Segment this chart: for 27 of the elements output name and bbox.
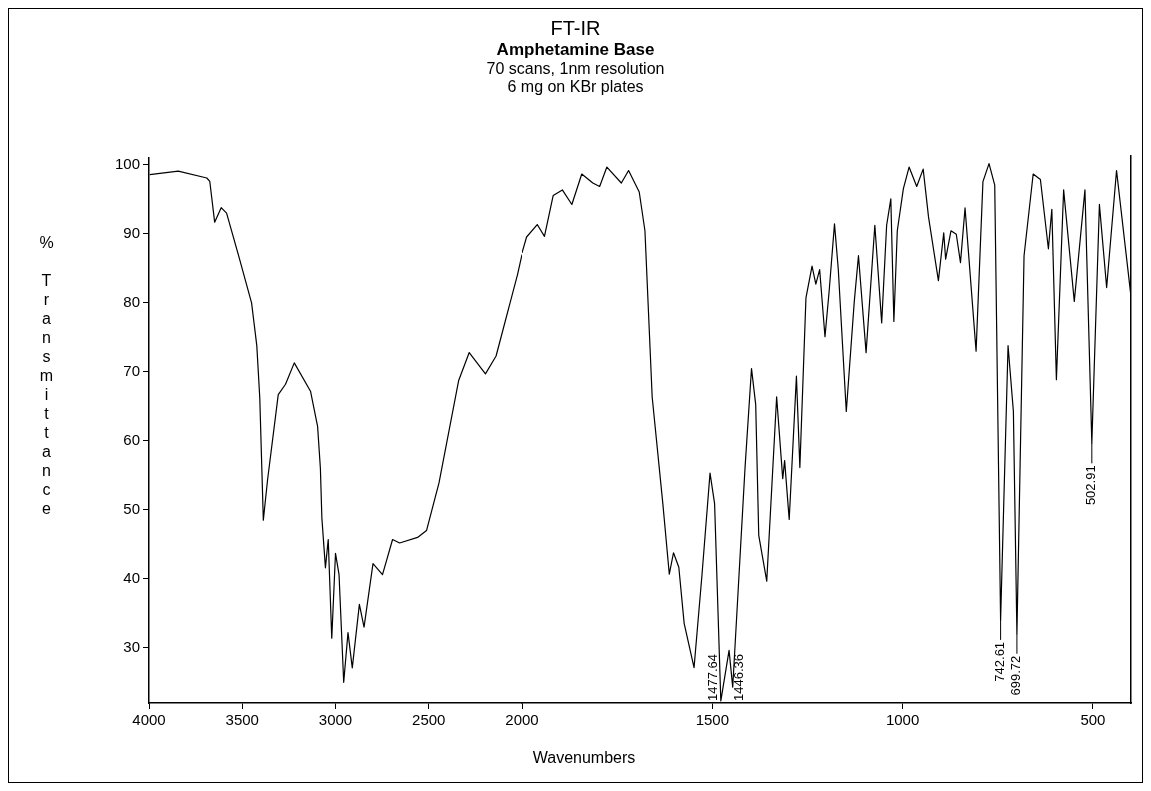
annotation: 1477.64	[705, 654, 721, 701]
chart-subtitle: Amphetamine Base	[495, 40, 656, 60]
y-tick-label: 80	[123, 293, 140, 311]
x-tick-label: 2000	[505, 711, 539, 729]
x-tick-label: 3500	[225, 711, 259, 729]
text: 6 mg on KBr plates	[506, 78, 645, 96]
annotation: 502.91	[1083, 465, 1099, 506]
x-tick-label: 1000	[885, 711, 920, 729]
x-tick-label: 2500	[412, 711, 446, 729]
x-tick-label: 4000	[132, 711, 166, 729]
x-tick-label: 500	[1080, 711, 1106, 729]
y-tick-label: 100	[114, 155, 140, 173]
x-tick-label: 3000	[318, 711, 353, 729]
y-tick-label: 40	[123, 568, 140, 586]
y-tick-label: 70	[123, 362, 140, 379]
y-tick-label: 50	[123, 499, 140, 517]
y-tick-label: 90	[123, 224, 140, 242]
y-axis-title: % Transmittance	[37, 234, 55, 519]
annotation: 1446.36	[731, 654, 747, 701]
x-tick-label: 1500	[695, 711, 729, 729]
chart-title: FT-IR	[549, 17, 602, 40]
y-tick-label: 30	[123, 637, 140, 655]
annotation: 742.61	[992, 641, 1008, 682]
y-tick-label: 60	[123, 430, 140, 448]
text: 70 scans, 1nm resolution	[485, 60, 666, 78]
annotation: 699.72	[1008, 655, 1024, 696]
x-axis-title: Wavenumbers	[531, 749, 637, 767]
